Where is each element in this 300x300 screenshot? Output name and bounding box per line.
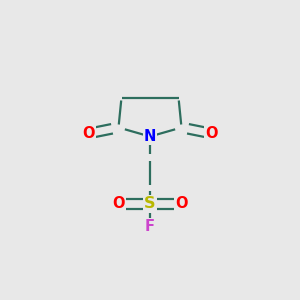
Text: O: O [82,126,95,141]
Text: S: S [144,196,156,211]
Text: O: O [205,126,218,141]
Text: O: O [112,196,125,211]
Text: N: N [144,129,156,144]
Text: F: F [145,219,155,234]
Text: O: O [175,196,188,211]
